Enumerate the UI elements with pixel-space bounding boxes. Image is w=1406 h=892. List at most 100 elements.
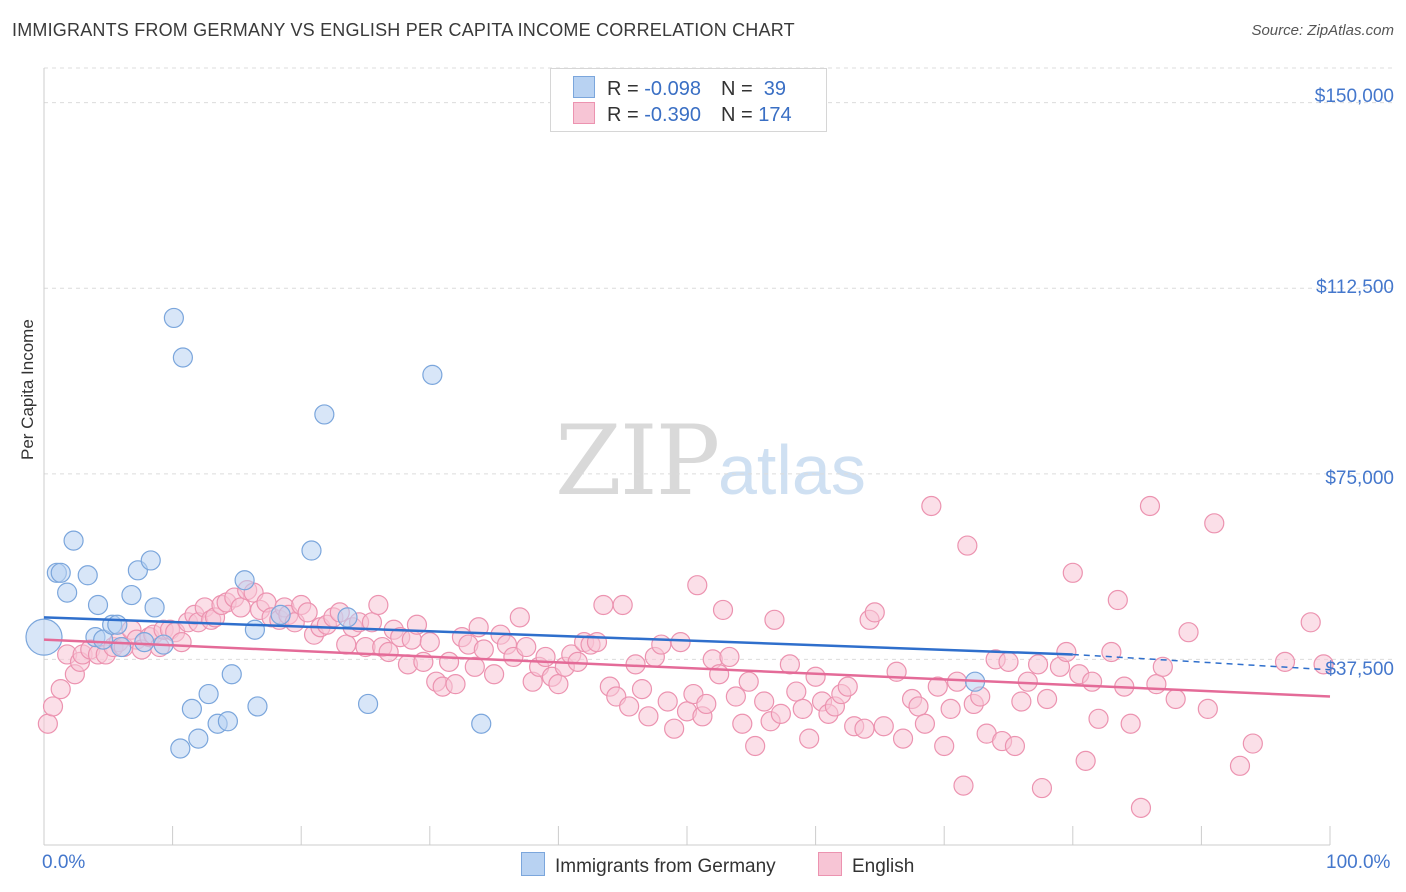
watermark-zip: ZIP xyxy=(555,405,720,517)
english-point xyxy=(1152,656,1173,677)
english-point xyxy=(1130,797,1152,818)
english-point xyxy=(745,735,766,757)
english-point xyxy=(719,646,740,668)
english-point xyxy=(1120,713,1141,734)
english-point xyxy=(805,666,826,687)
germany-point xyxy=(144,597,165,618)
english-point xyxy=(378,641,399,663)
english-point xyxy=(484,664,505,685)
n-value: 174 xyxy=(758,104,792,126)
germany-trend-line xyxy=(43,616,1073,656)
series-legend: Immigrants from Germany English xyxy=(0,852,1406,878)
germany-point xyxy=(221,664,242,685)
english-point xyxy=(631,679,653,700)
y-tick-label: $150,000 xyxy=(1314,86,1394,107)
germany-point xyxy=(198,683,219,705)
english-point xyxy=(732,713,753,734)
english-point xyxy=(1075,750,1096,771)
germany-point xyxy=(422,364,443,385)
english-point xyxy=(37,713,58,734)
n-label: N = xyxy=(720,104,759,126)
english-point xyxy=(473,639,494,660)
english-point xyxy=(297,602,318,623)
germany-points xyxy=(25,307,986,759)
english-point xyxy=(914,713,936,734)
english-point xyxy=(687,575,708,596)
english-trend-line xyxy=(43,638,1331,698)
germany-point xyxy=(217,711,238,732)
r-label: R = xyxy=(607,104,645,126)
english-point xyxy=(664,718,685,739)
english-point xyxy=(1004,735,1026,757)
english-point xyxy=(1146,674,1167,695)
germany-point xyxy=(107,614,128,635)
legend-item-english: English xyxy=(818,852,914,878)
english-point xyxy=(786,681,807,702)
english-point xyxy=(670,631,691,653)
trend-lines xyxy=(43,616,1331,698)
english-point xyxy=(1088,708,1109,729)
germany-point xyxy=(234,570,255,591)
chart-title: IMMIGRANTS FROM GERMANY VS ENGLISH PER C… xyxy=(12,20,795,40)
english-point xyxy=(535,646,556,668)
english-point xyxy=(651,634,672,655)
english-point xyxy=(1204,513,1225,534)
english-point xyxy=(908,696,929,717)
english-point xyxy=(42,696,64,717)
english-swatch xyxy=(573,102,595,124)
legend-label: English xyxy=(852,856,915,877)
english-point xyxy=(696,693,717,715)
english-point xyxy=(1165,688,1186,710)
english-point xyxy=(438,651,460,672)
english-point xyxy=(336,634,357,655)
germany-point xyxy=(170,738,191,759)
germany-point xyxy=(140,550,161,571)
english-point xyxy=(1101,641,1122,663)
english-point xyxy=(738,671,759,692)
n-label: N = xyxy=(720,78,759,100)
english-point xyxy=(1062,562,1083,583)
english-point xyxy=(619,696,640,717)
watermark-atlas: atlas xyxy=(718,431,866,509)
chart-source: Source: ZipAtlas.com xyxy=(1251,22,1394,39)
english-point xyxy=(548,674,569,695)
germany-point xyxy=(134,631,155,653)
germany-point xyxy=(50,562,71,583)
germany-point xyxy=(93,629,114,650)
english-point xyxy=(1036,688,1058,710)
germany-trend-extension xyxy=(1072,653,1331,671)
english-point xyxy=(799,728,820,749)
english-point xyxy=(946,671,968,692)
english-point xyxy=(873,716,894,737)
legend-label: Immigrants from Germany xyxy=(555,856,776,877)
english-point xyxy=(1031,777,1053,799)
x-tick-label: 0.0% xyxy=(42,852,86,873)
germany-point xyxy=(314,404,335,425)
english-point xyxy=(754,691,775,712)
english-points xyxy=(37,495,1334,818)
english-point xyxy=(1300,612,1321,633)
germany-swatch xyxy=(573,76,595,98)
english-point xyxy=(1056,641,1077,663)
english-point xyxy=(445,674,466,695)
english-point xyxy=(934,735,955,757)
germany-point xyxy=(247,696,268,717)
germany-point xyxy=(163,307,184,329)
english-point xyxy=(586,631,608,653)
english-point xyxy=(770,703,791,724)
germany-point xyxy=(270,604,291,625)
r-label: R = xyxy=(607,78,645,100)
english-point xyxy=(921,495,942,517)
correlation-legend: R = -0.098 N = 39 R = -0.390 N = 174 xyxy=(550,68,827,132)
english-point xyxy=(1242,733,1263,754)
germany-point xyxy=(188,728,209,749)
english-point xyxy=(230,597,251,618)
r-value: -0.390 xyxy=(644,104,701,126)
english-point xyxy=(837,676,858,697)
english-point xyxy=(171,631,192,653)
english-point xyxy=(779,654,800,675)
english-point xyxy=(764,609,785,630)
y-tick-label: $75,000 xyxy=(1325,468,1394,489)
n-value: 39 xyxy=(758,78,787,100)
